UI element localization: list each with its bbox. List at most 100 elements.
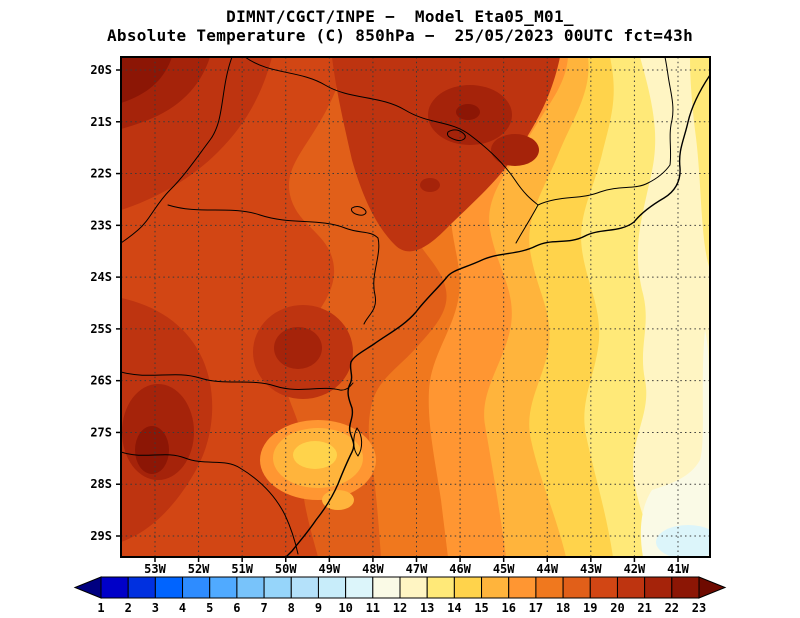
colorbar-value-label: 2 [125, 601, 132, 615]
contour-core-west-22c [135, 426, 169, 474]
colorbar-arrow-right [698, 576, 727, 599]
colorbar-cell [209, 576, 238, 599]
state-border-mg-rj-es [537, 57, 674, 206]
colorbar-cell [127, 576, 156, 599]
contour-pale-corner-10c [656, 525, 710, 557]
colorbar-value-label: 5 [206, 601, 213, 615]
colorbar-value-label: 9 [315, 601, 322, 615]
colorbar-cell [671, 576, 700, 599]
latitude-label: 24S [90, 270, 112, 284]
latitude-label: 29S [90, 529, 112, 543]
colorbar-cell [100, 576, 129, 599]
coastline [285, 74, 710, 557]
colorbar-value-label: 18 [556, 601, 570, 615]
colorbar-value-label: 20 [610, 601, 624, 615]
contour-core-21c [491, 134, 539, 166]
contour-fill-layer [121, 57, 710, 557]
colorbar-cell [182, 576, 211, 599]
colorbar-cell [236, 576, 265, 599]
colorbar-cell [616, 576, 646, 599]
longitude-label: 41W [667, 562, 689, 576]
title-line-2: Absolute Temperature (C) 850hPa − 25/05/… [106, 26, 694, 45]
longitude-label: 44W [536, 562, 558, 576]
state-border-pr-sc [121, 371, 354, 391]
colorbar-value-label: 6 [233, 601, 240, 615]
colorbar-cell [562, 576, 591, 599]
colorbar-value-label: 23 [692, 601, 706, 615]
colorbar-cell [481, 576, 510, 599]
colorbar-cell [317, 576, 347, 599]
longitude-label: 48W [362, 562, 384, 576]
colorbar-cell [508, 576, 537, 599]
contour-region-13c-east-strip [690, 57, 710, 270]
figure-titles: DIMNT/CGCT/INPE − Model Eta05_M01_ Absol… [0, 7, 800, 45]
colorbar-value-label: 19 [583, 601, 597, 615]
latitude-label: 25S [90, 322, 112, 336]
colorbar-cell [589, 576, 618, 599]
colorbar-value-label: 13 [420, 601, 434, 615]
colorbar-cell [263, 576, 292, 599]
contour-core-22c [456, 104, 480, 120]
longitude-label: 53W [144, 562, 166, 576]
colorbar-value-label: 1 [97, 601, 104, 615]
colorbar-cell [154, 576, 184, 599]
contour-core-northwest-22c [121, 57, 172, 103]
colorbar-cell [426, 576, 455, 599]
colorbar-value-label: 21 [637, 601, 651, 615]
reservoir-squiggle [447, 129, 466, 141]
colorbar-value-label: 11 [366, 601, 380, 615]
colorbar-cell [345, 576, 374, 599]
colorbar-value-label: 14 [447, 601, 461, 615]
colorbar-value-label: 3 [152, 601, 159, 615]
contour-core-21c [420, 178, 440, 192]
longitude-label: 52W [188, 562, 210, 576]
longitude-label: 47W [406, 562, 428, 576]
contour-core-parana-21c [274, 327, 322, 369]
latitude-label: 28S [90, 477, 112, 491]
latitude-label: 21S [90, 115, 112, 129]
longitude-label: 51W [231, 562, 253, 576]
colorbar: 1 2 3 4 5 6 7 8 9 10 11 12 13 14 15 16 17 18 19 20 21 22 23 [73, 576, 727, 615]
axis-labels: 53W 52W 51W 50W 49W 48W 47W 46W 45W 44W 43W 42W 41W 2… [90, 63, 689, 576]
latitude-label: 22S [90, 167, 112, 181]
colorbar-value-label: 22 [665, 601, 679, 615]
colorbar-value-label: 7 [260, 601, 267, 615]
colorbar-value-label: 8 [288, 601, 295, 615]
colorbar-cell [644, 576, 673, 599]
state-border-sp-pr [167, 204, 380, 325]
longitude-label: 46W [449, 562, 471, 576]
contour-cool-core-14c [293, 441, 337, 469]
colorbar-value-label: 17 [529, 601, 543, 615]
colorbar-arrow-left [73, 576, 102, 599]
colorbar-value-label: 4 [179, 601, 186, 615]
state-border-sc-rs [121, 451, 299, 555]
grid-lines [121, 57, 710, 557]
colorbar-cell [453, 576, 483, 599]
colorbar-cell [372, 576, 401, 599]
longitude-label: 50W [275, 562, 297, 576]
reservoir-squiggle [351, 206, 367, 216]
latitude-label: 23S [90, 218, 112, 232]
geography-layer [121, 57, 710, 557]
colorbar-value-label: 10 [338, 601, 352, 615]
colorbar-value-label: 12 [393, 601, 407, 615]
latitude-label: 20S [90, 63, 112, 77]
latitude-label: 27S [90, 425, 112, 439]
colorbar-value-label: 16 [502, 601, 516, 615]
contour-cool-patch-15c [322, 490, 354, 510]
colorbar-cell [290, 576, 319, 599]
contour-pale-southeast-11c [640, 330, 710, 557]
colorbar-cell [535, 576, 564, 599]
map-frame [120, 56, 711, 558]
colorbar-cell [399, 576, 428, 599]
state-border-parana-river [121, 57, 233, 244]
title-line-1: DIMNT/CGCT/INPE − Model Eta05_M01_ [226, 7, 574, 26]
longitude-label: 42W [624, 562, 646, 576]
longitude-label: 45W [493, 562, 515, 576]
island-outline [353, 427, 363, 457]
colorbar-value-label: 15 [474, 601, 488, 615]
longitude-label: 43W [580, 562, 602, 576]
longitude-label: 49W [318, 562, 340, 576]
